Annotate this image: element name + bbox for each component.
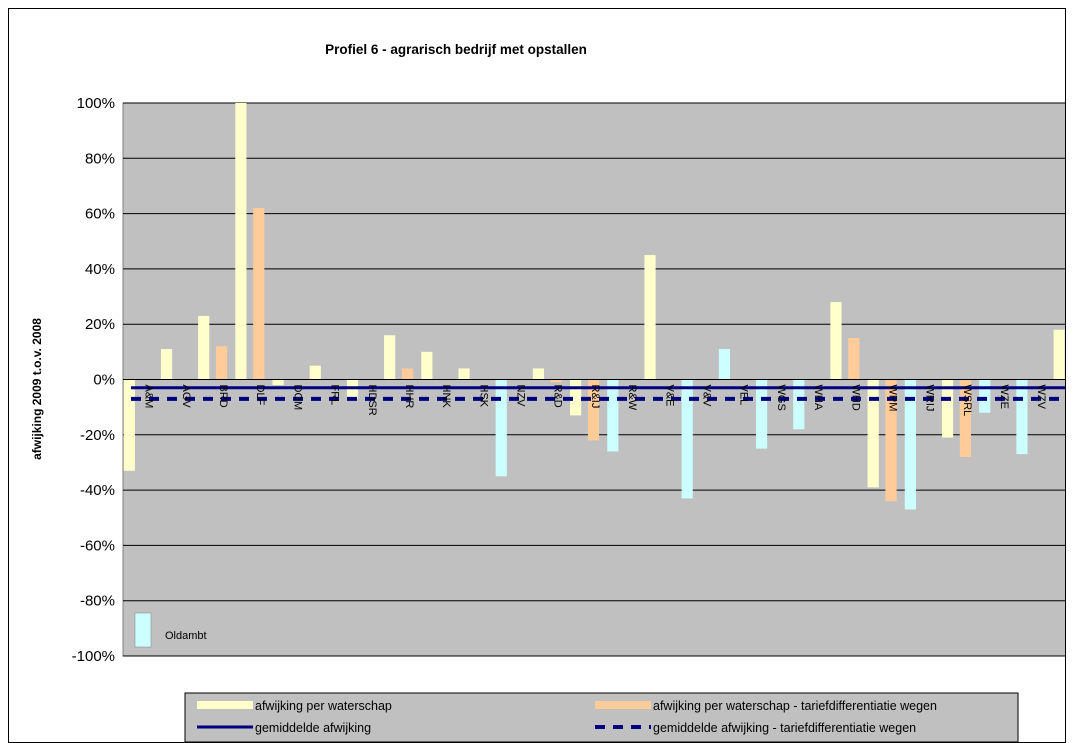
y-axis-label: afwijking 2009 t.o.v. 2008 <box>30 318 44 460</box>
legend-swatch-series-1 <box>197 701 253 709</box>
y-tick-labels: 100% 80% 60% 40% 20% 0% -20% -40% -60% -80% -100% <box>72 95 115 665</box>
reference-lines <box>131 386 1065 401</box>
y-tick-label: -80% <box>80 593 115 610</box>
bar-series-1 <box>1053 329 1065 380</box>
bar-oldambt <box>718 349 730 380</box>
bar-series-1 <box>532 368 545 380</box>
bar-series-2 <box>587 379 600 441</box>
y-tick-label: 100% <box>77 95 115 112</box>
y-tick-label: -100% <box>72 648 115 665</box>
legend-label-avg-dashed: gemiddelde afwijking - tariefdifferentia… <box>653 721 916 735</box>
legend-label-series-2: afwijking per waterschap - tariefdiffere… <box>653 699 937 713</box>
bar-series-1 <box>570 379 582 416</box>
x-tick-label: VEL <box>738 385 750 406</box>
y-tick-label: 20% <box>85 316 115 333</box>
bar-series-1 <box>867 379 879 488</box>
x-tick-label: AGV <box>180 385 192 409</box>
y-tick-label: -40% <box>80 482 115 499</box>
x-tick-label: DLF <box>254 385 266 406</box>
y-tick-label: 40% <box>85 261 115 278</box>
bar-series-1 <box>235 103 247 380</box>
x-tick-label: HNK <box>440 385 452 409</box>
bar-series-2 <box>885 379 897 502</box>
legend-swatch-series-2 <box>595 701 651 709</box>
bar-series-1 <box>421 351 433 380</box>
bar-oldambt <box>756 379 768 449</box>
legend-label-series-1: afwijking per waterschap <box>255 699 392 713</box>
x-tick-label: FRL <box>329 385 341 406</box>
annotation-swatch <box>134 612 152 648</box>
bar-series-1 <box>309 365 321 380</box>
chart-svg: Profiel 6 - agrarisch bedrijf met opstal… <box>30 42 1065 742</box>
bar-oldambt <box>681 379 693 499</box>
bar-series-1 <box>272 379 284 386</box>
annotation-label: Oldambt <box>165 630 207 642</box>
x-tick-label: HDSR <box>366 385 378 416</box>
bar-series-1 <box>644 255 656 380</box>
bar-series-2 <box>401 368 414 380</box>
x-tick-label: WPM <box>886 385 898 412</box>
bar-series-2 <box>253 208 265 380</box>
x-tick-label: HHR <box>403 385 415 409</box>
chart-frame: Profiel 6 - agrarisch bedrijf met opstal… <box>8 8 1066 743</box>
bar-oldambt <box>607 379 619 452</box>
x-tick-label: WHD <box>849 385 861 411</box>
x-tick-label: NZV <box>515 385 527 408</box>
bar-series-1 <box>830 302 842 380</box>
bar-series-1 <box>458 368 470 380</box>
x-tick-label: BRD <box>217 385 229 408</box>
x-tick-label: V&E <box>663 385 675 407</box>
x-tick-label: R&D <box>552 385 564 408</box>
bar-series-2 <box>848 338 860 380</box>
y-tick-label: 60% <box>85 206 115 223</box>
x-tick-label: WSRL <box>961 385 973 417</box>
bar-oldambt <box>904 379 916 510</box>
gridlines <box>123 102 1065 657</box>
bar-series-2 <box>959 379 971 457</box>
y-tick-label: 80% <box>85 150 115 167</box>
y-tick-label: -20% <box>80 427 115 444</box>
legend-label-avg: gemiddelde afwijking <box>255 721 371 735</box>
bar-series-1 <box>160 349 173 380</box>
x-tick-label: WZE <box>998 385 1010 409</box>
bar-oldambt <box>793 379 805 430</box>
x-tick-label: WGS <box>775 385 787 411</box>
bar-oldambt <box>1016 379 1028 455</box>
x-tick-label: V&V <box>700 385 712 408</box>
x-tick-label: WZV <box>1035 385 1047 410</box>
x-tick-label: R&IJ <box>589 385 601 409</box>
category-labels: A&M AGV BRD DLF DOM FRL HDSR HHR HNK HSK NZV R&D R&I… <box>143 385 1048 417</box>
y-tick-label: 0% <box>93 372 115 389</box>
x-tick-label: DOM <box>291 385 303 411</box>
chart-title: Profiel 6 - agrarisch bedrijf met opstal… <box>325 42 587 57</box>
y-tick-label: -60% <box>80 537 115 554</box>
x-tick-label: HSK <box>477 385 489 408</box>
bars <box>123 103 1065 510</box>
x-tick-label: R&W <box>626 385 638 411</box>
bar-series-1 <box>198 315 210 380</box>
bar-series-2 <box>215 346 228 380</box>
bar-series-1 <box>123 379 135 471</box>
bar-series-1 <box>384 335 396 380</box>
bar-oldambt <box>495 379 507 477</box>
bar-oldambt <box>979 379 991 413</box>
legend: afwijking per waterschap afwijking per w… <box>184 692 1019 742</box>
x-tick-label: WHA <box>812 385 824 411</box>
bar-series-1 <box>941 379 954 438</box>
bar-series-2 <box>550 379 562 383</box>
x-tick-label: WRIJ <box>924 385 936 412</box>
x-tick-label: A&M <box>143 385 155 409</box>
